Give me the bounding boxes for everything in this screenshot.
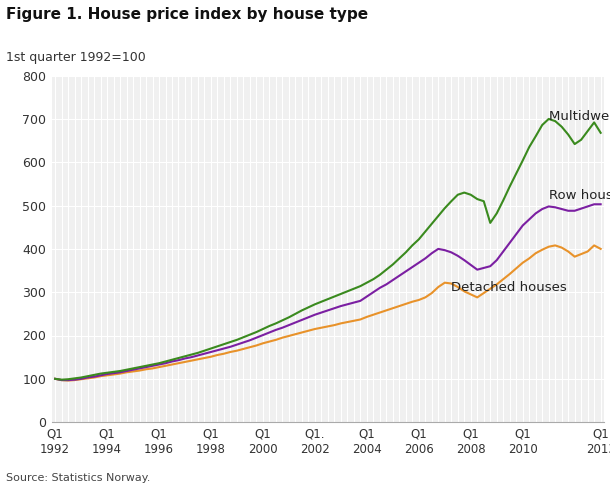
- Text: Figure 1. House price index by house type: Figure 1. House price index by house typ…: [6, 7, 368, 22]
- Text: Row houses: Row houses: [548, 189, 610, 202]
- Text: Source: Statistics Norway.: Source: Statistics Norway.: [6, 473, 151, 483]
- Text: Detached houses: Detached houses: [451, 282, 567, 294]
- Text: 1st quarter 1992=100: 1st quarter 1992=100: [6, 51, 146, 64]
- Text: Multidwelling houses: Multidwelling houses: [548, 110, 610, 123]
